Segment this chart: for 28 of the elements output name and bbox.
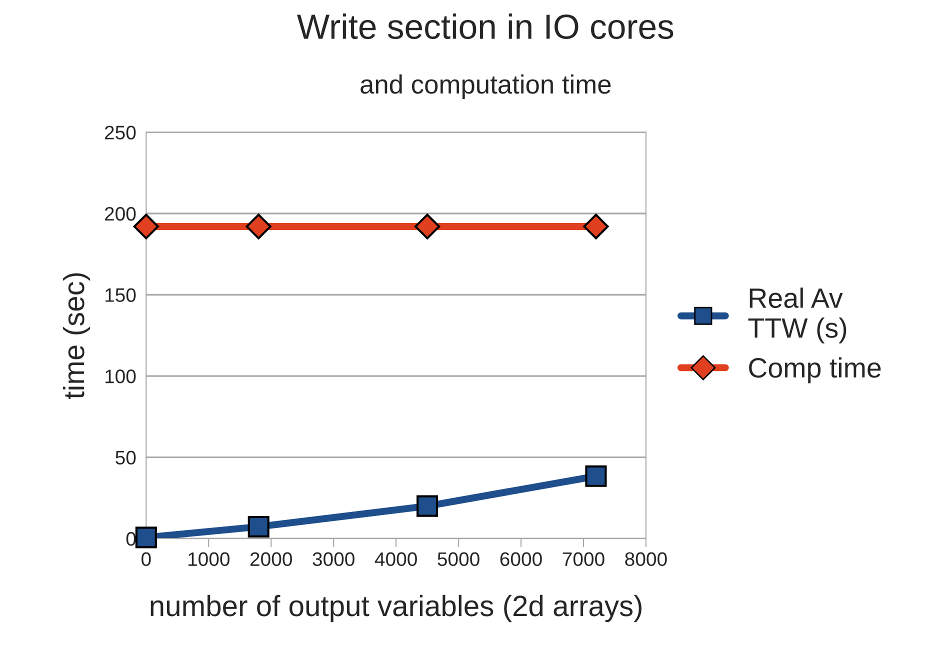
y-tick-label: 150 — [105, 288, 136, 302]
x-tick-label: 8000 — [625, 552, 667, 566]
x-tick-label: 6000 — [500, 552, 542, 566]
point — [246, 214, 272, 240]
point — [248, 516, 270, 538]
point — [414, 214, 440, 240]
x-axis-title: number of output variables (2d arrays) — [150, 594, 642, 622]
point — [585, 465, 607, 487]
legend-label: Comp time — [749, 357, 881, 384]
x-tick-label: 1000 — [188, 552, 230, 566]
y-tick-label: 0 — [126, 532, 136, 546]
y-tick-label: 200 — [104, 206, 136, 221]
x-tick-label: 0 — [142, 552, 151, 566]
x-tick-label: 2000 — [250, 552, 292, 566]
x-tick-label: 7000 — [562, 552, 604, 566]
y-tick-label: 50 — [116, 450, 136, 465]
chart-title: Write section in IO cores — [297, 14, 674, 40]
y-axis-title: time (sec) — [62, 273, 90, 399]
legend-label: Real Av TTW (s) — [748, 288, 846, 344]
x-tick-label: 3000 — [312, 552, 354, 566]
y-tick-label: 100 — [105, 370, 136, 384]
y-tick-label: 250 — [104, 126, 136, 140]
chart-subtitle: and computation time — [360, 74, 611, 99]
point — [416, 495, 438, 517]
point — [583, 214, 609, 240]
x-tick-label: 4000 — [374, 552, 417, 566]
x-tick-label: 5000 — [438, 552, 480, 566]
point — [135, 526, 157, 548]
